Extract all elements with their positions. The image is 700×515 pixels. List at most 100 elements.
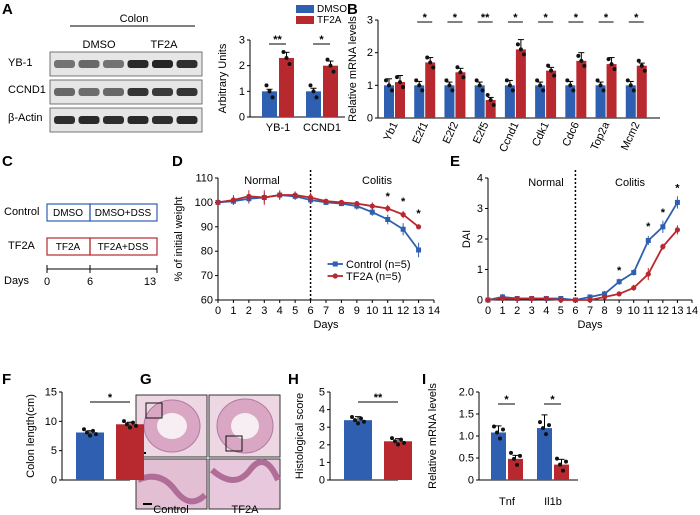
y-axis-label: Relative mRNA levels [347, 16, 359, 122]
data-point [645, 271, 651, 277]
data-point [674, 199, 680, 205]
protein-band [54, 116, 75, 124]
y-tick-label: 4 [319, 404, 325, 416]
d-normal-label: Normal [244, 175, 279, 187]
data-point [270, 95, 275, 100]
significance-mark: * [617, 265, 622, 277]
bar [395, 82, 405, 118]
significance-mark: * [574, 12, 579, 24]
x-tick-label: YB-1 [266, 122, 290, 134]
data-point [549, 68, 554, 73]
data-point [674, 227, 681, 233]
blot-group-label: Colon [120, 13, 149, 25]
histology-images: Control TF2A [135, 394, 281, 515]
data-point [450, 88, 455, 93]
significance-mark: ** [374, 392, 383, 404]
y-tick-label: 2 [239, 60, 245, 72]
y-tick-label: 3 [367, 15, 373, 27]
schematic-tf2a-phase2: TF2A+DSS [98, 242, 149, 253]
data-point [535, 78, 540, 83]
data-point [636, 58, 641, 63]
data-point [125, 422, 129, 427]
schematic-control-phase1: DMSO [53, 208, 83, 219]
data-point [323, 198, 329, 204]
data-point [131, 420, 135, 425]
panel-label-f: F [2, 371, 11, 388]
data-point [510, 88, 515, 93]
histology-caption-tf2a: TF2A [232, 504, 260, 515]
schematic-row-control: Control [4, 206, 39, 218]
panel-label-d: D [172, 153, 183, 170]
significance-mark: * [543, 12, 548, 24]
y-tick-label: 2 [367, 47, 373, 59]
data-point [514, 295, 520, 302]
data-point [518, 47, 523, 52]
significance-mark: * [646, 221, 651, 233]
y-tick-label: 0 [477, 295, 483, 307]
data-point [568, 83, 573, 88]
data-point [544, 432, 548, 437]
protein-band [54, 88, 75, 96]
bar [414, 85, 425, 118]
bar [323, 65, 338, 117]
blot-row-ccnd1: CCND1 [8, 84, 46, 96]
x-tick-label: 0 [215, 305, 221, 317]
data-point [354, 201, 360, 207]
data-point [246, 193, 252, 199]
x-tick-label: Cdc6 [560, 120, 582, 148]
x-tick-label: Yb1 [382, 120, 401, 143]
x-tick-label: 10 [366, 305, 378, 317]
data-point [541, 88, 546, 93]
x-tick-label: 7 [323, 305, 329, 317]
data-point [515, 42, 520, 47]
protein-band [152, 88, 173, 96]
bar [344, 420, 372, 480]
data-point [385, 205, 391, 212]
data-point [485, 297, 491, 303]
protein-band [176, 116, 198, 124]
x-tick-label: 14 [428, 305, 440, 317]
panel-label-i: I [422, 371, 426, 388]
data-point [314, 95, 319, 100]
y-tick-label: 90 [201, 221, 213, 233]
y-axis-label: Arbitrary Units [217, 43, 229, 113]
chart-f: 0 5 10 15 Colon length(cm) * [25, 387, 144, 487]
bar [636, 65, 647, 118]
blot-bands [54, 60, 198, 124]
legend-label: TF2A (n=5) [346, 271, 401, 283]
bar [76, 432, 104, 480]
data-point [215, 199, 221, 205]
data-point [555, 456, 559, 461]
data-point [561, 468, 565, 473]
y-tick-label: 80 [201, 246, 213, 258]
y-tick-label: 3 [477, 203, 483, 215]
x-tick-label: 8 [338, 305, 344, 317]
significance-mark: * [661, 207, 666, 219]
data-point [616, 291, 622, 297]
bar [537, 428, 552, 480]
data-point [292, 192, 298, 198]
panel-label-a: A [2, 1, 13, 18]
x-tick-label: CCND1 [303, 122, 341, 134]
data-point [492, 424, 496, 429]
y-tick-label: 1 [239, 86, 245, 98]
schematic-control-phase2: DMSO+DSS [95, 208, 152, 219]
data-point [88, 433, 92, 438]
data-point [307, 194, 314, 201]
y-axis-label: DAI [461, 230, 473, 248]
x-tick-label: 5 [292, 305, 298, 317]
x-tick-label: 14 [686, 305, 698, 317]
data-point [350, 414, 354, 419]
x-tick-label: 1 [230, 305, 236, 317]
data-point [501, 427, 505, 432]
bar [384, 85, 394, 118]
data-point [230, 197, 237, 203]
bar [606, 64, 617, 118]
significance-mark: * [604, 12, 609, 24]
protein-band [127, 116, 149, 124]
y-tick-label: 110 [195, 173, 213, 185]
data-point [474, 78, 479, 83]
x-tick-label: E2f5 [471, 120, 491, 146]
